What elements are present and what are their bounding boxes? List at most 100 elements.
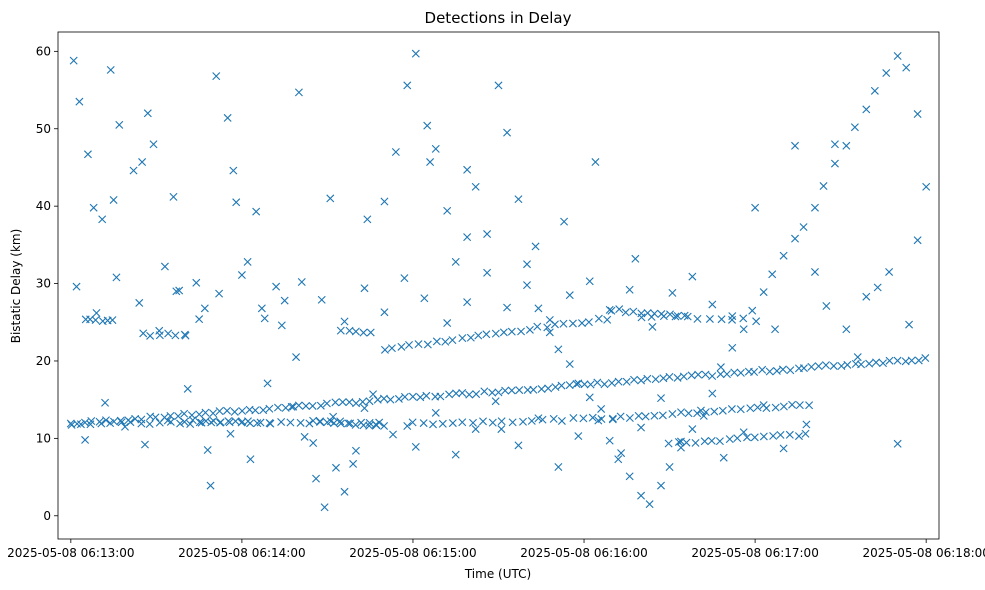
data-point: [458, 334, 467, 343]
data-point: [408, 418, 417, 427]
data-point: [614, 455, 623, 464]
data-point: [534, 304, 543, 313]
data-point: [203, 445, 212, 454]
data-point: [549, 414, 558, 423]
data-point: [287, 402, 296, 411]
x-tick-label: 2025-05-08 06:13:00: [7, 546, 134, 560]
data-point: [779, 444, 788, 453]
data-point: [730, 368, 739, 377]
data-point: [557, 381, 566, 390]
data-point: [684, 409, 693, 418]
data-point: [615, 305, 624, 314]
data-point: [543, 323, 552, 332]
data-point: [463, 165, 472, 174]
data-point: [842, 141, 851, 150]
data-point: [237, 271, 246, 280]
data-point: [257, 304, 266, 313]
data-point: [346, 419, 355, 428]
data-point: [414, 340, 423, 349]
data-point: [448, 336, 457, 345]
data-point: [668, 409, 677, 418]
data-point: [617, 449, 626, 458]
data-point: [574, 432, 583, 441]
data-point: [431, 408, 440, 417]
data-point: [380, 345, 389, 354]
data-point: [106, 419, 115, 428]
data-point: [224, 417, 233, 426]
data-point: [687, 371, 696, 380]
data-point: [149, 140, 158, 149]
data-point: [331, 463, 340, 472]
data-point: [607, 379, 616, 388]
data-point: [411, 49, 420, 58]
data-point: [251, 406, 260, 415]
data-point: [668, 288, 677, 297]
plot-frame: [57, 31, 940, 540]
data-point: [215, 289, 224, 298]
data-point: [474, 331, 483, 340]
data-point: [728, 312, 737, 321]
data-point: [621, 308, 630, 317]
data-point: [913, 110, 922, 119]
data-point: [108, 316, 117, 325]
data-point: [463, 233, 472, 242]
data-point: [465, 390, 474, 399]
data-point: [351, 327, 360, 336]
data-point: [586, 380, 595, 389]
data-point: [746, 404, 755, 413]
data-point: [471, 425, 480, 434]
data-point: [870, 86, 879, 95]
data-point: [560, 217, 569, 226]
x-tick-label: 2025-05-08 06:14:00: [178, 546, 305, 560]
data-point: [230, 407, 239, 416]
data-point: [591, 158, 600, 167]
data-point: [215, 407, 224, 416]
data-point: [779, 402, 788, 411]
data-point: [438, 419, 447, 428]
data-point: [778, 365, 787, 374]
data-point: [175, 286, 184, 295]
data-point: [379, 394, 388, 403]
data-point: [637, 313, 646, 322]
data-point: [779, 251, 788, 260]
data-point: [651, 375, 660, 384]
data-point: [448, 419, 457, 428]
data-point: [458, 418, 467, 427]
data-point: [902, 63, 911, 72]
data-point: [752, 317, 761, 326]
data-point: [86, 420, 95, 429]
data-point: [98, 215, 107, 224]
data-point: [180, 417, 189, 426]
data-point: [180, 409, 189, 418]
data-point: [300, 432, 309, 441]
data-point: [810, 203, 819, 212]
data-point: [607, 306, 616, 315]
y-tick-label: 10: [36, 431, 51, 445]
data-point: [138, 158, 147, 167]
data-point: [637, 423, 646, 432]
data-point: [344, 419, 353, 428]
data-point: [544, 384, 553, 393]
data-point: [451, 257, 460, 266]
data-point: [921, 354, 930, 363]
data-point: [771, 403, 780, 412]
data-point: [850, 123, 859, 132]
data-point: [200, 304, 209, 313]
data-point: [683, 312, 692, 321]
data-point: [771, 325, 780, 334]
data-point: [329, 419, 338, 428]
data-point: [246, 455, 255, 464]
y-tick-label: 40: [36, 199, 51, 213]
data-point: [743, 433, 752, 442]
data-point: [523, 281, 531, 290]
data-point: [705, 314, 714, 323]
data-point: [776, 430, 785, 439]
data-point: [331, 398, 340, 407]
data-point: [769, 431, 778, 440]
data-point: [160, 262, 169, 271]
data-point: [497, 417, 506, 426]
data-point: [554, 345, 563, 354]
data-point: [879, 359, 888, 368]
data-point: [436, 392, 445, 401]
data-point: [885, 356, 894, 365]
